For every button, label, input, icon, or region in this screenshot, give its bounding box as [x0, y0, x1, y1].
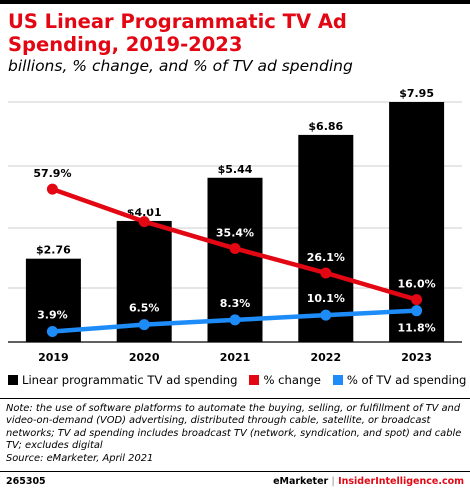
- bar-label-2022: $6.86: [308, 120, 343, 133]
- change-label-2019: 57.9%: [33, 167, 71, 180]
- note-block: Note: the use of software platforms to a…: [6, 403, 466, 465]
- footer-brand: eMarketer | InsiderIntelligence.com: [273, 476, 464, 487]
- share-label-2022: 10.1%: [307, 292, 345, 305]
- x-tick-2019: 2019: [38, 351, 69, 364]
- source-text: Source: eMarketer, April 2021: [6, 452, 154, 464]
- share-point-2023: [411, 305, 423, 317]
- share-point-2022: [320, 309, 332, 321]
- change-point-2019: [46, 183, 58, 195]
- chart-subtitle: billions, % change, and % of TV ad spend…: [8, 57, 353, 75]
- change-point-2021: [229, 242, 241, 254]
- share-label-2020: 6.5%: [129, 302, 160, 315]
- bar-label-2020: $4.01: [127, 206, 162, 219]
- top-rule: [0, 0, 470, 4]
- legend-label-change: % change: [263, 373, 321, 387]
- x-tick-2020: 2020: [129, 351, 160, 364]
- share-label-2023: 11.8%: [398, 322, 436, 335]
- legend-label-spending: Linear programmatic TV ad spending: [22, 373, 238, 387]
- change-label-2020: 45.6%: [125, 200, 163, 213]
- chart-plot: $2.76 $4.01 $5.44 $6.86 $7.95 2019 2020 2021 202…: [8, 87, 462, 364]
- change-point-2022: [320, 267, 332, 279]
- legend-swatch-change: [249, 375, 260, 385]
- change-point-2023: [411, 294, 423, 306]
- legend-item-change: % change: [249, 373, 321, 387]
- share-point-2021: [229, 314, 241, 326]
- brand-emarketer: eMarketer: [273, 476, 329, 487]
- brand-insider-intelligence: InsiderIntelligence.com: [338, 476, 464, 487]
- x-tick-2023: 2023: [401, 351, 432, 364]
- change-point-2020: [138, 216, 150, 228]
- share-point-2019: [46, 326, 58, 337]
- change-label-2022: 26.1%: [307, 251, 345, 264]
- bar-label-2023: $7.95: [399, 87, 434, 100]
- bar-label-2019: $2.76: [36, 244, 71, 257]
- change-label-2021: 35.4%: [216, 226, 254, 239]
- legend-item-spending: Linear programmatic TV ad spending: [8, 373, 237, 387]
- share-label-2019: 3.9%: [37, 309, 68, 322]
- legend-item-share: % of TV ad spending: [332, 373, 467, 387]
- legend-label-share: % of TV ad spending: [346, 373, 467, 387]
- share-point-2020: [138, 319, 150, 331]
- legend-swatch-spending: [8, 375, 18, 385]
- bar-label-2021: $5.44: [218, 163, 253, 176]
- share-label-2021: 8.3%: [220, 297, 251, 310]
- x-tick-2021: 2021: [220, 351, 251, 364]
- footer-divider: [0, 471, 470, 472]
- change-label-2023: 16.0%: [398, 278, 436, 291]
- bar-2022: [298, 134, 354, 342]
- note-text: Note: the use of software platforms to a…: [6, 403, 462, 452]
- x-tick-2022: 2022: [310, 351, 341, 364]
- brand-separator: |: [331, 476, 335, 487]
- legend-swatch-share: [332, 375, 343, 385]
- note-divider: [0, 398, 470, 399]
- legend: Linear programmatic TV ad spending % cha…: [8, 373, 468, 387]
- chart-title: US Linear Programmatic TV Ad Spending, 2…: [8, 10, 347, 56]
- chart-id: 265305: [6, 476, 46, 487]
